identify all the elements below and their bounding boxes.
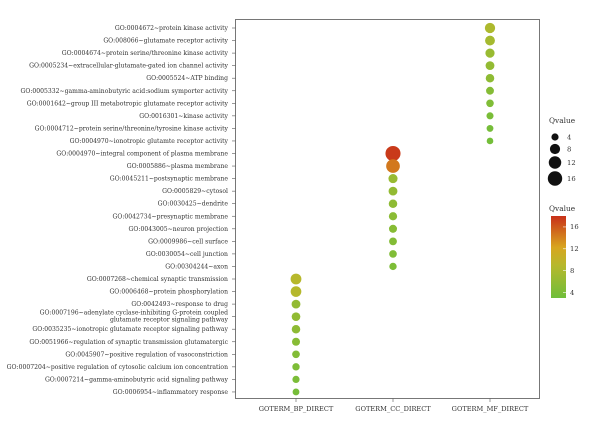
size-legend-circle xyxy=(547,171,563,186)
y-axis-ticks: GO:0004672~protein kinase activity GO:008… xyxy=(7,25,236,396)
data-point xyxy=(291,299,301,309)
data-point xyxy=(291,324,301,334)
plot-panel xyxy=(235,19,540,399)
y-tick-label: GO:0004970~integral component of plasma … xyxy=(56,151,228,158)
data-point xyxy=(292,363,300,371)
y-tick-label: GO:0007204~positive regulation of cytoso… xyxy=(7,364,228,371)
y-tick-label: GO:0005829~cytosol xyxy=(162,188,228,195)
size-legend-circle xyxy=(549,143,561,155)
data-point xyxy=(389,262,397,271)
data-point xyxy=(291,312,301,321)
color-legend-ticks: 4 8 12 16 xyxy=(563,223,579,297)
data-point xyxy=(291,337,301,346)
y-tick-label: GO:0006954~inflammatory response xyxy=(113,389,229,396)
color-legend-label: 16 xyxy=(570,223,579,231)
data-point xyxy=(388,224,398,233)
y-tick-label: GO:0045211~postsynaptic membrane xyxy=(110,176,229,183)
size-legend-title: Qvalue xyxy=(549,116,575,125)
color-legend-label: 12 xyxy=(570,245,579,253)
y-tick-label: GO:0016301~kinase activity xyxy=(139,113,228,120)
size-legend-label: 8 xyxy=(567,145,571,153)
y-tick-label: GO:008066~glutamate receptor activity xyxy=(103,38,228,45)
data-point xyxy=(484,22,496,34)
data-point xyxy=(290,273,302,285)
y-tick-label: GO:0004712~protein serine/threonine/tyro… xyxy=(35,125,229,132)
y-tick-label: GO:0006468~protein phosphorylation xyxy=(109,289,228,296)
color-legend-title: Qvalue xyxy=(549,204,575,213)
y-tick-label: GO:0042493~response to drug xyxy=(131,301,228,308)
y-tick-label: GO:0004672~protein kinase activity xyxy=(115,25,229,32)
data-point xyxy=(388,199,398,208)
data-point xyxy=(485,35,495,46)
y-tick-label: GO:00304244~axon xyxy=(165,263,228,270)
size-legend: Qvalue 4 8 12 16 xyxy=(547,116,576,186)
data-point xyxy=(486,86,494,95)
data-point xyxy=(485,48,495,58)
data-point xyxy=(292,375,300,383)
data-point xyxy=(388,186,398,196)
data-point xyxy=(388,212,398,221)
data-point xyxy=(389,237,397,246)
x-tick-label: GOTERM_BP_DIRECT xyxy=(259,405,334,413)
y-tick-label: GO:0005234~extracellular-glutamate-gated… xyxy=(29,63,228,70)
y-tick-label: GO:0030425~dendrite xyxy=(158,201,229,208)
y-tick-label: GO:0030054~cell junction xyxy=(146,251,228,258)
data-point xyxy=(486,137,494,145)
data-point xyxy=(290,286,302,297)
color-legend: Qvalue 4 8 12 16 xyxy=(549,204,579,298)
data-point xyxy=(292,350,300,359)
color-legend-bar xyxy=(551,216,566,298)
size-legend-label: 4 xyxy=(567,133,571,141)
size-legend-label: 16 xyxy=(567,175,576,183)
y-tick-label: GO:0045907~positive regulation of vasoco… xyxy=(65,351,228,358)
y-tick-label: GO:0042734~presynaptic membrane xyxy=(113,213,229,220)
x-axis-ticks: GOTERM_BP_DIRECT GOTERM_CC_DIRECT GOTERM_M… xyxy=(259,398,529,413)
size-legend-label: 12 xyxy=(567,159,576,167)
y-tick-label: GO:0007268~chemical synaptic transmissio… xyxy=(87,276,228,283)
size-legend-circle xyxy=(548,156,562,169)
size-legend-items: 4 8 12 16 xyxy=(547,133,576,186)
data-point xyxy=(388,174,398,184)
size-legend-circle xyxy=(551,133,559,141)
x-tick-label: GOTERM_MF_DIRECT xyxy=(452,405,529,413)
y-tick-label: GO:0005886~plasma membrane xyxy=(127,163,229,170)
y-tick-label: GO:0004970~ionotropic glutamte receptor … xyxy=(70,138,229,145)
color-legend-label: 8 xyxy=(570,267,574,275)
data-point xyxy=(385,145,401,162)
data-point xyxy=(485,61,495,71)
y-tick-label: GO:0001642~group III metabotropic glutam… xyxy=(27,100,229,107)
data-points xyxy=(290,22,496,396)
y-tick-label: GO:0009986~cell surface xyxy=(148,238,228,245)
data-point xyxy=(486,124,494,132)
data-point xyxy=(486,112,494,120)
y-tick-label: GO:0051966~regulation of synaptic transm… xyxy=(29,339,228,346)
data-point xyxy=(292,388,300,396)
data-point xyxy=(389,250,397,258)
y-tick-label: GO:0005524~ATP binding xyxy=(146,75,228,82)
y-tick-label: GO:0004674~protein serine/threonine kina… xyxy=(62,50,229,57)
data-point xyxy=(486,99,494,108)
data-point xyxy=(485,73,495,83)
y-tick-label: GO:0005332~gamma-aminobutyric acid:sodiu… xyxy=(20,88,228,95)
y-tick-label: GO:0043005~neuron projection xyxy=(129,226,229,233)
x-tick-label: GOTERM_CC_DIRECT xyxy=(355,405,431,413)
y-tick-label: GO:0007214~gamma-aminobutyric acid signa… xyxy=(45,376,229,383)
color-legend-label: 4 xyxy=(570,289,574,297)
y-tick-label: GO:0007196~adenylate cyclase-inhibiting … xyxy=(40,309,229,323)
y-tick-label: GO:0035235~ionotropic glutamate receptor… xyxy=(32,326,228,333)
data-point xyxy=(386,159,400,173)
